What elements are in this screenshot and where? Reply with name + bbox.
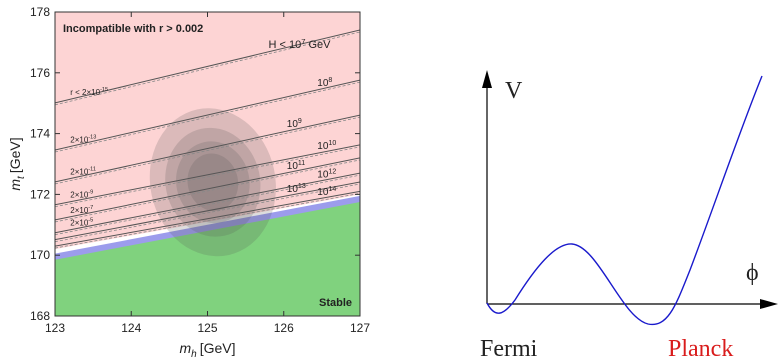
label-exponent: -13: [88, 135, 96, 141]
line-label: 1013: [287, 183, 306, 195]
x-tick-label: 123: [45, 321, 65, 335]
bound-line-dashed: [55, 183, 360, 243]
phi-axis-arrow: [760, 299, 778, 309]
unit: [GeV]: [7, 137, 23, 173]
label-exponent: 9: [298, 118, 302, 125]
bottom-annotation: Stable: [319, 297, 352, 309]
subscript: t: [16, 175, 27, 179]
x-tick-label: 127: [350, 321, 370, 335]
potential-diagram: V ϕ Fermi Planck: [480, 70, 778, 362]
label-base: 10: [317, 187, 329, 198]
phi-label: ϕ: [746, 260, 759, 286]
line-label: 1010: [317, 140, 336, 152]
label-exponent: 13: [298, 183, 306, 190]
y-tick-label: 178: [30, 5, 50, 19]
label-base: 2×10: [70, 206, 89, 215]
line-label: 2×10-5: [70, 218, 93, 228]
bound-line-dashed: [55, 174, 360, 236]
bound-line-dashed: [55, 192, 360, 249]
bound-line-dashed: [55, 159, 360, 223]
label-base: r < 2×10: [70, 88, 100, 97]
line-label: H < 107 GeV: [269, 37, 332, 51]
stable-region: [55, 202, 360, 316]
label-base: 10: [317, 141, 329, 152]
ylabel-title: mt [GeV]: [7, 137, 27, 190]
subscript: h: [191, 349, 197, 360]
label-base: 10: [287, 161, 299, 172]
y-tick-label: 172: [30, 187, 50, 201]
bound-line: [55, 181, 360, 241]
bound-line-dashed: [55, 81, 360, 153]
bound-line: [55, 144, 360, 206]
line-label: 1011: [287, 160, 305, 172]
bound-line: [55, 114, 360, 183]
label-exponent: 11: [298, 160, 305, 167]
label-unit: GeV: [309, 39, 332, 51]
label-base: 2×10: [70, 191, 89, 200]
bound-line: [55, 172, 360, 234]
measurement-ellipse: [165, 127, 261, 237]
label-exponent: -7: [88, 205, 93, 211]
line-label: 109: [287, 118, 302, 130]
planck-label: Planck: [668, 336, 733, 362]
x-tick-label: 125: [197, 321, 217, 335]
line-label: 108: [317, 77, 332, 89]
y-tick-label: 170: [30, 248, 50, 262]
label-base: 2×10: [70, 168, 89, 177]
unit: [GeV]: [200, 340, 236, 356]
y-tick-label: 174: [30, 127, 50, 141]
label-base: 2×10: [70, 136, 89, 145]
label-exponent: 8: [328, 77, 332, 84]
x-tick-label: 124: [121, 321, 141, 335]
label-exponent: -15: [100, 87, 108, 93]
label-base: H < 10: [269, 39, 302, 51]
bound-line-dashed: [55, 146, 360, 208]
bound-line: [55, 79, 360, 151]
vacuum-stability-plot: r < 2×10-15H < 107 GeV2×10-131082×10-1110…: [7, 5, 370, 360]
symbol: m: [179, 340, 191, 356]
bound-line-dashed: [55, 116, 360, 185]
measurement-ellipse: [149, 108, 276, 257]
label-exponent: 14: [328, 186, 336, 193]
plot-area: r < 2×10-15H < 107 GeV2×10-131082×10-1110…: [55, 12, 360, 316]
label-base: 2×10: [70, 219, 89, 228]
measurement-ellipse: [176, 141, 250, 224]
label-exponent: -11: [88, 167, 96, 173]
bound-line: [55, 157, 360, 221]
bound-line-dashed: [55, 31, 360, 106]
symbol: m: [7, 179, 23, 191]
line-label: 2×10-13: [70, 135, 96, 145]
label-exponent: 12: [328, 168, 336, 175]
measurement-ellipse: [187, 153, 239, 211]
line-label: r < 2×10-15: [70, 87, 108, 97]
xlabel-title: mh [GeV]: [179, 340, 235, 360]
line-label: 1014: [317, 186, 336, 198]
label-base: 10: [287, 184, 299, 195]
label-base: 10: [317, 78, 329, 89]
line-label: 2×10-7: [70, 205, 93, 215]
line-label: 2×10-9: [70, 190, 93, 200]
x-tick-label: 126: [274, 321, 294, 335]
label-exponent: -5: [88, 218, 93, 224]
y-tick-label: 176: [30, 66, 50, 80]
label-exponent: 7: [301, 37, 305, 46]
label-exponent: 10: [328, 140, 336, 147]
label-base: 10: [287, 119, 299, 130]
v-axis-arrow: [482, 70, 492, 88]
v-label: V: [505, 78, 523, 104]
label-exponent: -9: [88, 190, 93, 196]
fermi-label: Fermi: [480, 336, 538, 362]
bound-line: [55, 190, 360, 247]
y-tick-label: 168: [30, 309, 50, 323]
bound-line: [55, 29, 360, 104]
line-label: 1012: [317, 168, 336, 180]
line-label: 2×10-11: [70, 167, 96, 177]
label-base: 10: [317, 169, 329, 180]
top-annotation: Incompatible with r > 0.002: [63, 23, 203, 35]
potential-curve: [486, 75, 763, 326]
